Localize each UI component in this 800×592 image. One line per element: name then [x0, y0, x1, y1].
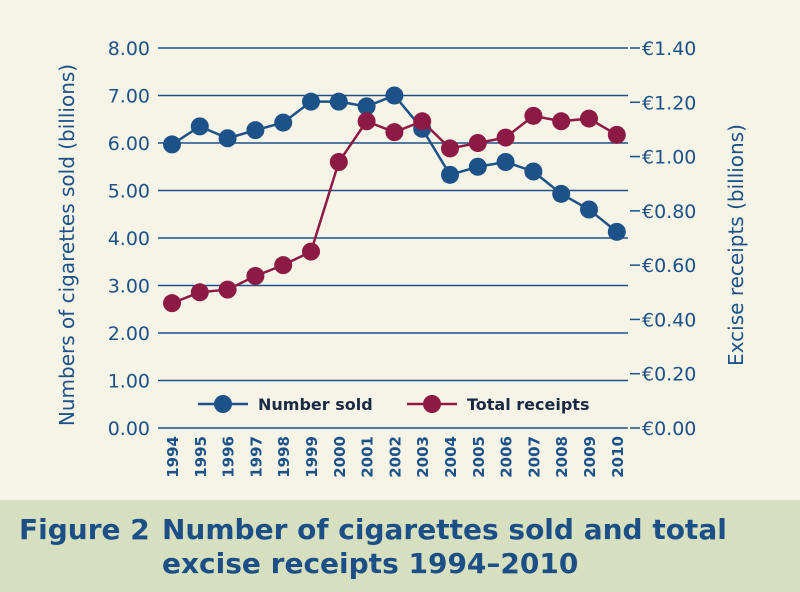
y-right-tick-label: €1.40 [642, 38, 696, 60]
figure-title: Number of cigarettes sold and total exci… [162, 513, 727, 580]
data-point [357, 97, 376, 116]
data-point [552, 112, 571, 131]
y-right-tick-label: €1.00 [642, 147, 696, 169]
y-left-tick-label: 1.00 [108, 371, 150, 393]
legend-label: Total receipts [467, 395, 589, 414]
figure-caption: Figure 2 Number of cigarettes sold and t… [0, 500, 800, 592]
x-tick-label: 2000 [331, 436, 349, 478]
chart: 0.00 1.00 2.00 3.00 4.00 5.00 6.00 7.00 8.00 €0.0… [55, 38, 748, 478]
y-left-tick-label: 2.00 [108, 323, 150, 345]
x-tick-label: 1995 [192, 436, 210, 478]
y-right-tick-label: €0.40 [642, 309, 696, 331]
y-left-tick-label: 0.00 [108, 418, 150, 440]
x-tick-label: 2008 [553, 436, 571, 478]
figure-label: Figure 2 [19, 513, 150, 546]
x-tick-label: 2004 [442, 436, 460, 478]
x-tick-label: 2005 [470, 436, 488, 478]
data-point [552, 184, 571, 203]
data-point [496, 153, 515, 171]
x-tick-label: 1994 [164, 436, 182, 478]
data-point [385, 123, 404, 142]
data-point [441, 139, 459, 158]
data-point [441, 165, 459, 184]
series-line [171, 94, 618, 233]
data-point [607, 222, 626, 241]
data-point [329, 92, 348, 111]
y-right-tick-label: €1.20 [642, 92, 696, 114]
y-right-axis-title: Excise receipts (billions) [724, 124, 748, 366]
x-tick-label: 2006 [498, 436, 516, 478]
data-point [329, 153, 348, 171]
data-point [580, 200, 598, 219]
data-point [524, 106, 543, 125]
data-point [190, 117, 209, 136]
y-left-tick-label: 5.00 [108, 181, 150, 203]
data-point [468, 134, 487, 152]
y-left-tick-label: 3.00 [108, 276, 150, 298]
x-tick-label: 2009 [581, 436, 599, 478]
data-point [218, 129, 237, 148]
x-tick-label: 1998 [275, 436, 293, 478]
x-tick-label: 2002 [386, 436, 404, 478]
x-tick-label: 1996 [220, 436, 238, 478]
x-tick-label: 2001 [359, 436, 377, 478]
data-point [580, 109, 598, 128]
data-point [302, 242, 320, 261]
y-right-tick-label: €0.20 [642, 364, 696, 386]
data-point [246, 267, 265, 285]
data-point [163, 294, 181, 313]
data-point [607, 125, 626, 144]
data-point [246, 121, 265, 140]
y-right-tick-label: €0.60 [642, 255, 696, 277]
legend-marker [214, 395, 232, 413]
data-point [302, 92, 320, 111]
x-tick-label: 1997 [247, 436, 265, 478]
legend-label: Number sold [258, 395, 373, 414]
y-right-tick-label: €0.80 [642, 201, 696, 223]
data-point [385, 86, 404, 105]
legend-marker [423, 395, 441, 413]
data-point [190, 283, 209, 302]
data-point [218, 280, 237, 299]
data-point [496, 128, 515, 147]
y-left-tick-label: 8.00 [108, 38, 150, 60]
x-tick-label: 2010 [609, 436, 627, 478]
y-left-tick-label: 4.00 [108, 228, 150, 250]
y-left-axis-title: Numbers of cigarettes sold (billions) [55, 64, 79, 426]
x-tick-label: 2007 [525, 436, 543, 478]
x-tick-label: 2003 [414, 436, 432, 478]
data-point [357, 112, 376, 131]
data-point [274, 256, 293, 275]
y-left-tick-label: 6.00 [108, 133, 150, 155]
y-left-tick-label: 7.00 [108, 86, 150, 108]
y-right-tick-label: €0.00 [642, 418, 696, 440]
data-point [274, 113, 293, 132]
x-tick-label: 1999 [303, 436, 321, 478]
data-point [163, 135, 181, 154]
series-line [171, 114, 618, 305]
data-point [413, 112, 432, 131]
data-point [524, 162, 543, 181]
data-point [468, 157, 487, 176]
